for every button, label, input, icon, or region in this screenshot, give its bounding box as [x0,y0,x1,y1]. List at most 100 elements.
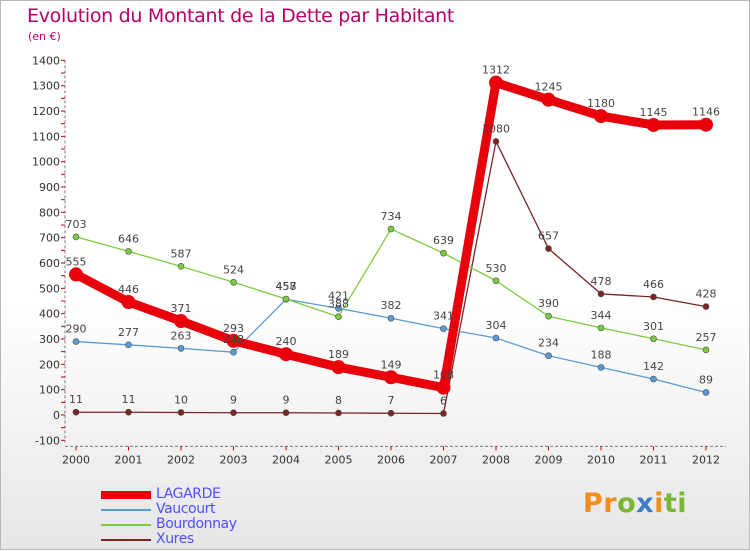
data-point-xures [440,410,447,417]
legend-swatch-xures [101,539,151,541]
y-tick-label: 500 [39,282,60,295]
data-point-vaucourt [387,314,395,322]
data-label-lagarde: 1145 [640,106,668,119]
data-label-vaucourt: 188 [591,348,612,361]
data-label-xures: 657 [538,230,559,243]
x-tick-label: 2010 [587,453,615,466]
data-point-lagarde [646,117,661,132]
data-label-xures: 6 [440,394,447,407]
legend-label-vaucourt: Vaucourt [156,501,216,517]
data-label-lagarde: 446 [118,283,139,296]
data-label-lagarde: 1146 [692,106,720,119]
data-point-lagarde [436,380,451,395]
data-point-xures [387,409,395,417]
legend-swatch-lagarde [101,491,151,499]
data-point-vaucourt [72,338,80,345]
y-tick-label: 100 [39,384,60,397]
data-label-lagarde: 1180 [587,97,615,110]
y-tick-label: 400 [39,308,60,321]
data-label-xures: 9 [230,394,237,407]
y-tick-label: 700 [39,232,60,245]
data-point-bourdonnay [492,277,500,285]
data-point-lagarde [541,92,556,107]
x-tick-label: 2001 [115,453,143,466]
data-label-bourdonnay: 344 [591,309,612,322]
data-label-vaucourt: 304 [486,319,507,332]
data-label-xures: 1080 [482,122,510,135]
data-label-vaucourt: 290 [66,323,87,336]
data-label-bourdonnay: 639 [433,234,454,247]
x-tick-label: 2004 [272,453,300,466]
chart-subtitle: (en €) [28,30,61,43]
data-point-vaucourt [650,375,657,383]
data-point-bourdonnay [650,335,657,343]
data-label-lagarde: 108 [433,369,454,382]
logo-part-3: x [636,488,655,519]
data-point-xures [702,303,710,310]
y-tick-label: 1400 [32,54,60,67]
data-label-vaucourt: 421 [328,289,349,302]
data-point-xures [230,409,237,417]
data-label-xures: 10 [174,393,188,406]
data-point-vaucourt [545,352,552,360]
data-label-xures: 466 [643,278,664,291]
data-point-bourdonnay [545,312,552,320]
data-label-bourdonnay: 458 [276,280,297,293]
legend-swatch-vaucourt [101,509,151,511]
logo-part-1: Pr [583,488,618,519]
data-point-bourdonnay [335,313,342,321]
data-label-xures: 11 [69,393,83,406]
y-tick-label: 1000 [32,156,60,169]
x-tick-label: 2002 [167,453,195,466]
data-label-vaucourt: 142 [643,360,664,373]
y-tick-label: 900 [39,181,60,194]
data-point-bourdonnay [702,346,710,354]
data-label-lagarde: 371 [171,302,192,315]
data-label-bourdonnay: 301 [643,320,664,333]
y-tick-label: -100 [35,434,60,447]
data-point-lagarde [279,347,293,362]
y-tick-label: 1200 [32,105,60,118]
data-label-xures: 8 [335,394,342,407]
x-tick-label: 2011 [640,453,668,466]
data-point-bourdonnay [440,249,447,257]
y-tick-label: 800 [39,206,60,219]
data-point-bourdonnay [387,225,395,233]
x-tick-label: 2012 [692,453,720,466]
data-point-bourdonnay [177,263,185,270]
data-label-bourdonnay: 257 [696,331,717,344]
data-label-lagarde: 149 [381,358,402,371]
legend-swatch-bourdonnay [101,524,151,526]
data-point-xures [650,293,657,301]
data-point-vaucourt [440,325,447,332]
data-point-bourdonnay [72,233,80,241]
data-point-lagarde [331,360,346,375]
data-label-bourdonnay: 524 [223,263,244,276]
y-tick-label: 600 [39,257,60,270]
x-tick-label: 2000 [62,453,90,466]
legend-label-lagarde: LAGARDE [156,486,221,502]
data-point-vaucourt [177,345,185,352]
data-label-vaucourt: 89 [699,373,713,386]
data-point-lagarde [699,117,713,132]
data-point-xures [492,138,500,145]
data-label-bourdonnay: 587 [171,247,192,260]
data-point-lagarde [594,109,608,124]
data-label-xures: 428 [696,288,717,301]
data-label-lagarde: 293 [223,322,244,335]
data-point-vaucourt [125,341,132,349]
chart-title: Evolution du Montant de la Dette par Hab… [27,5,455,27]
data-point-xures [335,409,342,417]
data-point-xures [545,245,552,252]
data-label-lagarde: 1245 [535,81,563,94]
y-tick-label: 1100 [32,130,60,143]
data-label-bourdonnay: 390 [538,297,559,310]
data-label-bourdonnay: 530 [486,262,507,275]
data-label-xures: 11 [122,393,136,406]
data-label-vaucourt: 248 [223,333,244,346]
data-point-xures [597,290,605,298]
data-label-bourdonnay: 388 [328,298,349,311]
data-point-xures [177,409,185,416]
